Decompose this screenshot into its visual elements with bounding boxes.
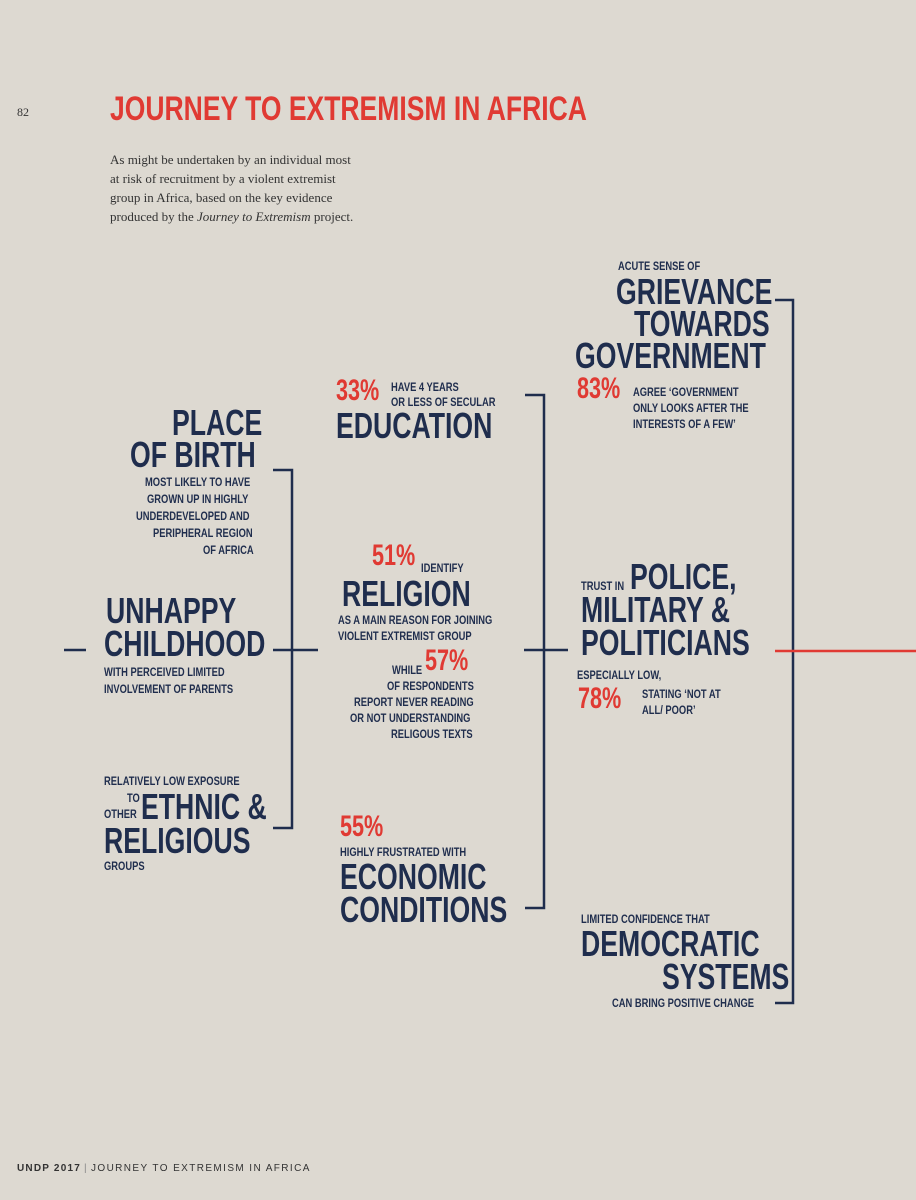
childhood-desc: WITH PERCEIVED LIMITED <box>104 665 225 679</box>
ethnic-other: OTHER <box>104 807 137 821</box>
footer-separator: | <box>83 1163 88 1174</box>
religion-while: WHILE <box>392 663 423 677</box>
grievance-desc: AGREE ‘GOVERNMENT <box>633 385 739 399</box>
grievance-heading-3: GOVERNMENT <box>575 335 766 376</box>
trust-desc: ESPECIALLY LOW, <box>577 668 662 682</box>
religion-desc: REPORT NEVER READING <box>354 695 474 709</box>
education-percent: 33% <box>336 374 380 407</box>
childhood-desc: INVOLVEMENT OF PARENTS <box>104 682 234 696</box>
grievance-percent: 83% <box>577 372 621 405</box>
trust-desc: STATING ‘NOT AT <box>642 687 721 701</box>
democratic-pre: LIMITED CONFIDENCE THAT <box>581 912 710 926</box>
intro-line: produced by the Journey to Extremism pro… <box>110 207 400 226</box>
trust-desc: ALL/ POOR’ <box>642 703 696 717</box>
religion-desc: RELIGOUS TEXTS <box>391 727 473 741</box>
intro-project-name: Journey to Extremism <box>197 209 311 224</box>
education-desc: HAVE 4 YEARS <box>391 380 459 394</box>
intro-text-part: produced by the <box>110 209 198 224</box>
birth-heading-2: OF BIRTH <box>130 434 256 475</box>
birth-desc: MOST LIKELY TO HAVE <box>145 475 251 489</box>
grievance-heading-1: GRIEVANCE <box>616 271 773 312</box>
grievance-desc: ONLY LOOKS AFTER THE <box>633 401 749 415</box>
grievance-heading-2: TOWARDS <box>634 303 770 344</box>
intro-line: at risk of recruitment by a violent extr… <box>110 171 336 186</box>
birth-desc: UNDERDEVELOPED AND <box>136 509 250 523</box>
intro-line: group in Africa, based on the key eviden… <box>110 190 333 205</box>
religion-desc: AS A MAIN REASON FOR JOINING <box>338 613 493 627</box>
economic-heading-2: CONDITIONS <box>340 889 508 930</box>
grievance-desc: INTERESTS OF A FEW’ <box>633 417 736 431</box>
ethnic-heading-1: ETHNIC & <box>141 786 267 827</box>
ethnic-pre: RELATIVELY LOW EXPOSURE <box>104 774 240 788</box>
religion-desc: OR NOT UNDERSTANDING <box>350 711 471 725</box>
religion-heading: RELIGION <box>342 573 471 614</box>
page-title: JOURNEY TO EXTREMISM IN AFRICA <box>110 90 587 128</box>
column2-bracket <box>525 393 546 910</box>
economic-heading-1: ECONOMIC <box>340 856 487 897</box>
religion-identify: IDENTIFY <box>421 561 464 575</box>
ethnic-heading-2: RELIGIOUS <box>104 820 251 861</box>
religion-percent: 51% <box>372 539 416 572</box>
democratic-post: CAN BRING POSITIVE CHANGE <box>612 996 754 1010</box>
trust-pre: TRUST IN <box>581 579 625 593</box>
religion-percent-2: 57% <box>425 644 469 677</box>
birth-desc: OF AFRICA <box>203 543 254 557</box>
economic-percent: 55% <box>340 810 384 843</box>
economic-desc: HIGHLY FRUSTRATED WITH <box>340 845 467 859</box>
footer-text: JOURNEY TO EXTREMISM IN AFRICA <box>90 1163 311 1174</box>
trust-heading-3: POLITICIANS <box>581 622 750 663</box>
democratic-heading-2: SYSTEMS <box>662 956 790 997</box>
page-number: 82 <box>17 105 29 119</box>
childhood-heading-1: UNHAPPY <box>106 590 237 631</box>
page-footer: UNDP 2017 | JOURNEY TO EXTREMISM IN AFRICA <box>17 1163 311 1174</box>
education-desc: OR LESS OF SECULAR <box>391 395 496 409</box>
birth-desc: GROWN UP IN HIGHLY <box>147 492 249 506</box>
footer-org: UNDP 2017 <box>17 1163 81 1174</box>
religion-desc: VIOLENT EXTREMIST GROUP <box>338 629 472 643</box>
democratic-heading-1: DEMOCRATIC <box>581 923 760 964</box>
ethnic-post: GROUPS <box>104 859 145 873</box>
trust-percent: 78% <box>578 682 622 715</box>
trust-heading-1: POLICE, <box>630 556 737 597</box>
religion-desc: OF RESPONDENTS <box>387 679 474 693</box>
ethnic-to: TO <box>127 791 140 805</box>
birth-heading-1: PLACE <box>172 402 263 443</box>
intro-text-part: project. <box>310 209 354 224</box>
birth-desc: PERIPHERAL REGION <box>153 526 253 540</box>
trust-heading-2: MILITARY & <box>581 589 730 630</box>
intro-line: As might be undertaken by an individual … <box>110 152 351 167</box>
childhood-heading-2: CHILDHOOD <box>104 623 266 664</box>
education-heading: EDUCATION <box>336 405 493 446</box>
intro-text: As might be undertaken by an individual … <box>110 150 400 226</box>
grievance-pre: ACUTE SENSE OF <box>618 259 701 273</box>
